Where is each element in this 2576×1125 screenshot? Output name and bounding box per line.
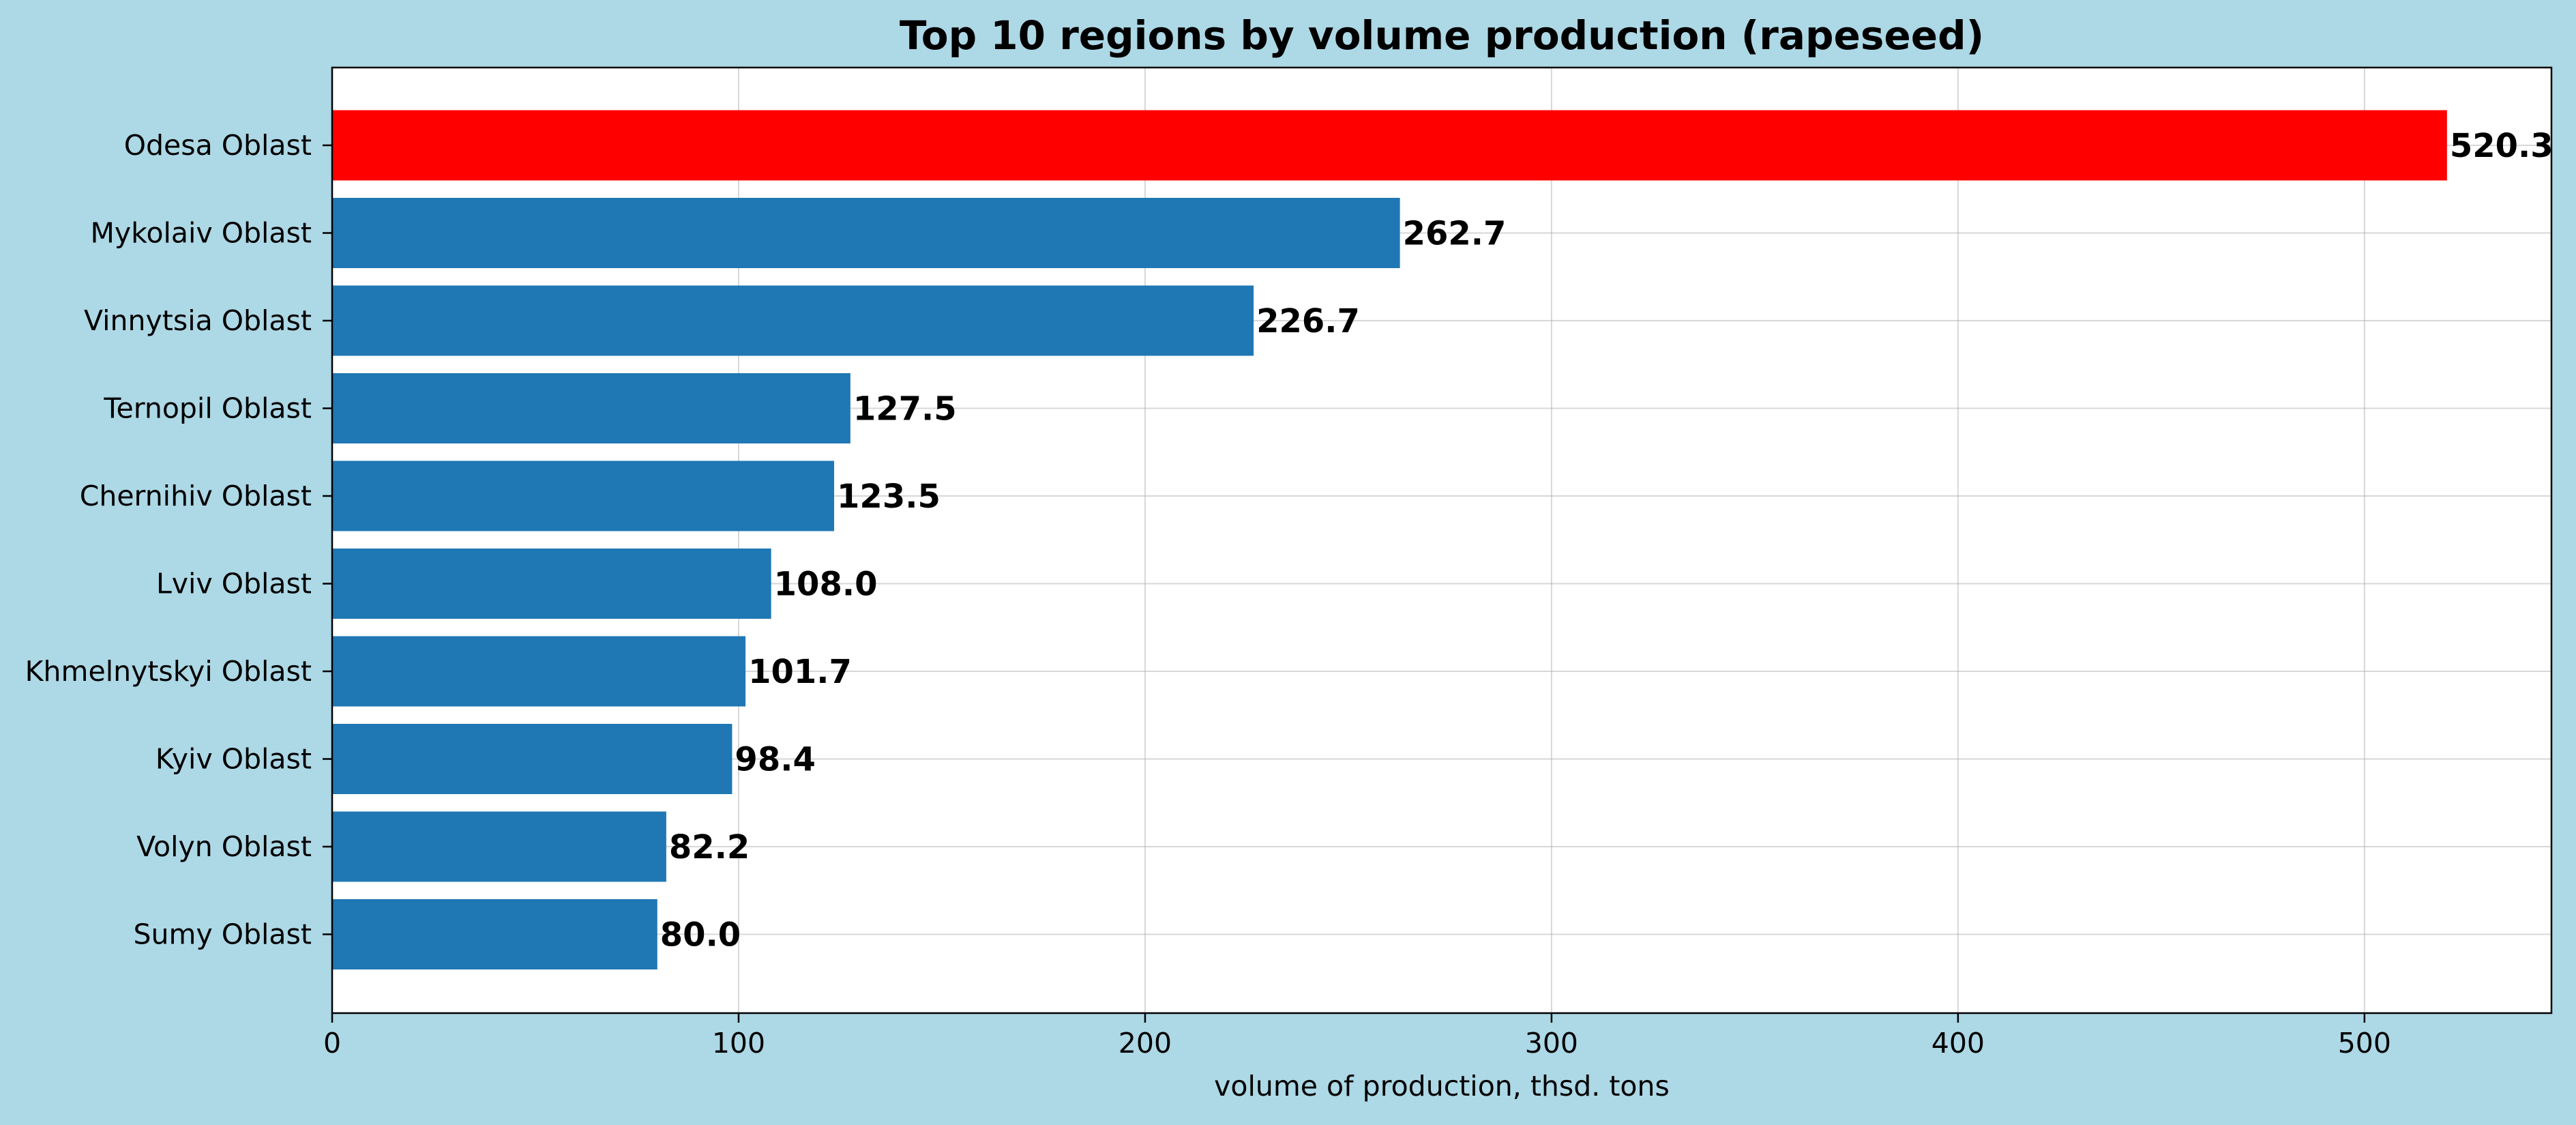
x-tick-label: 500 <box>2338 1027 2391 1060</box>
bar-value-label: 520.3 <box>2450 127 2553 165</box>
bar <box>332 549 771 619</box>
y-tick-label: Odesa Oblast <box>124 129 312 162</box>
bar-value-label: 98.4 <box>735 741 815 779</box>
bar <box>332 110 2447 181</box>
y-tick-label: Sumy Oblast <box>134 918 312 951</box>
y-tick-label: Chernihiv Oblast <box>80 480 312 512</box>
y-tick-label: Volyn Oblast <box>136 830 312 863</box>
bar-value-label: 262.7 <box>1403 215 1507 253</box>
x-tick-label: 0 <box>323 1027 341 1060</box>
bar <box>332 636 746 707</box>
bar <box>332 285 1254 356</box>
chart-title: Top 10 regions by volume production (rap… <box>900 12 1984 59</box>
y-tick-label: Ternopil Oblast <box>103 392 312 425</box>
bar-value-label: 82.2 <box>669 828 750 866</box>
bar-value-label: 80.0 <box>660 916 741 954</box>
bar <box>332 724 732 794</box>
x-axis-label: volume of production, thsd. tons <box>1214 1070 1670 1102</box>
bar-value-label: 226.7 <box>1256 302 1360 340</box>
y-tick-label: Khmelnytskyi Oblast <box>25 655 312 688</box>
x-tick-label: 200 <box>1119 1027 1172 1060</box>
bar <box>332 811 666 882</box>
y-tick-label: Vinnytsia Oblast <box>84 304 312 337</box>
x-tick-label: 300 <box>1525 1027 1578 1060</box>
bar <box>332 461 835 531</box>
bar <box>332 198 1400 268</box>
y-tick-label: Mykolaiv Oblast <box>91 217 312 250</box>
bar <box>332 373 850 443</box>
bar-value-label: 108.0 <box>774 566 878 604</box>
bar-value-label: 101.7 <box>748 653 852 691</box>
bar <box>332 899 657 969</box>
bar-value-label: 127.5 <box>853 390 957 428</box>
bar-value-label: 123.5 <box>837 478 941 516</box>
x-tick-label: 100 <box>712 1027 765 1060</box>
bars <box>332 110 2447 969</box>
axis-ticks: 0 100 200 300 400 500 Odesa Oblast Mykolaiv Obl… <box>25 129 2391 1060</box>
y-tick-label: Lviv Oblast <box>156 568 312 600</box>
plot-frame <box>331 66 2553 1014</box>
x-tick-label: 400 <box>1931 1027 1985 1060</box>
y-tick-label: Kyiv Oblast <box>156 743 312 776</box>
data-labels: 520.3 262.7 226.7 127.5 123.5 108.0 101.7 98.4 8… <box>660 127 2553 954</box>
